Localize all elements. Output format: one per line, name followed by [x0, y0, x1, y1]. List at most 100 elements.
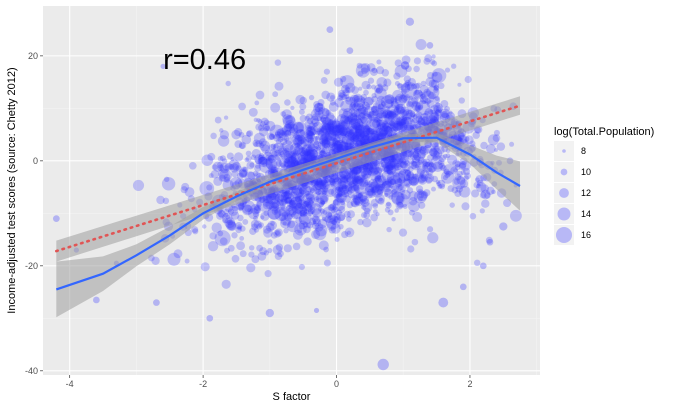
- data-point: [285, 123, 294, 132]
- data-point: [424, 110, 429, 116]
- data-point: [318, 201, 324, 208]
- data-point: [451, 63, 457, 69]
- data-point: [355, 107, 367, 120]
- data-point: [222, 213, 233, 224]
- data-point: [394, 178, 403, 187]
- data-point: [376, 66, 385, 75]
- data-point: [417, 174, 427, 183]
- data-point: [314, 179, 325, 191]
- data-point: [268, 154, 275, 162]
- data-point: [373, 209, 378, 214]
- data-point: [320, 123, 332, 135]
- data-point: [290, 152, 303, 165]
- data-point: [239, 169, 248, 177]
- data-point: [289, 150, 297, 158]
- data-point: [334, 146, 342, 153]
- data-point: [217, 164, 224, 172]
- data-point: [376, 59, 382, 65]
- data-point: [335, 122, 341, 129]
- legend-title: log(Total.Population): [554, 126, 654, 138]
- data-point: [391, 185, 399, 193]
- data-point: [323, 68, 331, 75]
- data-point: [284, 99, 291, 106]
- data-point: [253, 117, 258, 123]
- data-point: [304, 150, 311, 156]
- data-point: [325, 215, 341, 230]
- data-point: [389, 178, 396, 185]
- data-point: [348, 142, 355, 148]
- data-point: [364, 183, 374, 193]
- data-point: [269, 133, 275, 140]
- data-point: [289, 142, 303, 156]
- data-point: [294, 223, 307, 236]
- data-point: [313, 140, 319, 146]
- data-point: [353, 95, 366, 108]
- data-point: [420, 93, 427, 100]
- data-point: [223, 212, 229, 218]
- data-point: [311, 185, 318, 192]
- data-point: [324, 215, 332, 223]
- data-point: [353, 178, 370, 195]
- data-point: [161, 177, 176, 191]
- data-point: [381, 161, 387, 168]
- data-point: [327, 212, 333, 217]
- data-point: [317, 180, 327, 189]
- data-point: [405, 183, 411, 189]
- data-point: [343, 174, 350, 181]
- data-point: [429, 147, 438, 157]
- data-point: [454, 164, 461, 171]
- data-point: [270, 201, 278, 209]
- data-point: [335, 192, 343, 200]
- data-point: [414, 147, 422, 155]
- data-point: [366, 163, 374, 171]
- data-point: [253, 227, 259, 233]
- data-point: [397, 160, 405, 168]
- data-point: [324, 125, 332, 133]
- data-point: [433, 84, 439, 91]
- x-tick-label: -2: [199, 379, 207, 389]
- data-point: [353, 191, 362, 200]
- data-point: [365, 96, 375, 106]
- data-point: [383, 126, 394, 136]
- data-point: [360, 175, 366, 180]
- data-point: [394, 208, 399, 213]
- correlation-annotation: r=0.46: [163, 44, 246, 76]
- data-point: [314, 222, 324, 232]
- data-point: [349, 141, 355, 147]
- data-point: [383, 165, 392, 175]
- data-point: [264, 195, 274, 204]
- data-point: [279, 132, 288, 141]
- data-point: [236, 241, 246, 251]
- data-point: [302, 200, 310, 208]
- data-point: [365, 128, 371, 134]
- data-point: [331, 218, 338, 225]
- data-point: [310, 115, 319, 125]
- data-point: [464, 75, 472, 84]
- data-point: [301, 151, 314, 164]
- data-point: [234, 152, 244, 162]
- data-point: [333, 142, 338, 147]
- data-point: [280, 191, 289, 201]
- data-point: [329, 125, 340, 136]
- data-point: [217, 230, 224, 237]
- data-point: [453, 168, 458, 173]
- data-point: [351, 123, 358, 130]
- data-point: [238, 202, 245, 210]
- data-point: [384, 94, 394, 104]
- data-point: [381, 121, 389, 129]
- data-point: [258, 124, 265, 132]
- data-point: [367, 129, 380, 142]
- data-point: [407, 245, 415, 253]
- data-point: [340, 127, 346, 134]
- data-point: [308, 180, 322, 194]
- data-point: [322, 217, 327, 222]
- data-point: [296, 197, 303, 205]
- data-point: [273, 229, 282, 238]
- data-point: [351, 133, 360, 142]
- data-point: [331, 126, 342, 137]
- data-point: [396, 122, 404, 130]
- data-point: [431, 71, 443, 83]
- data-point: [375, 183, 384, 192]
- data-point: [359, 132, 366, 139]
- legend-key-box: [554, 141, 574, 161]
